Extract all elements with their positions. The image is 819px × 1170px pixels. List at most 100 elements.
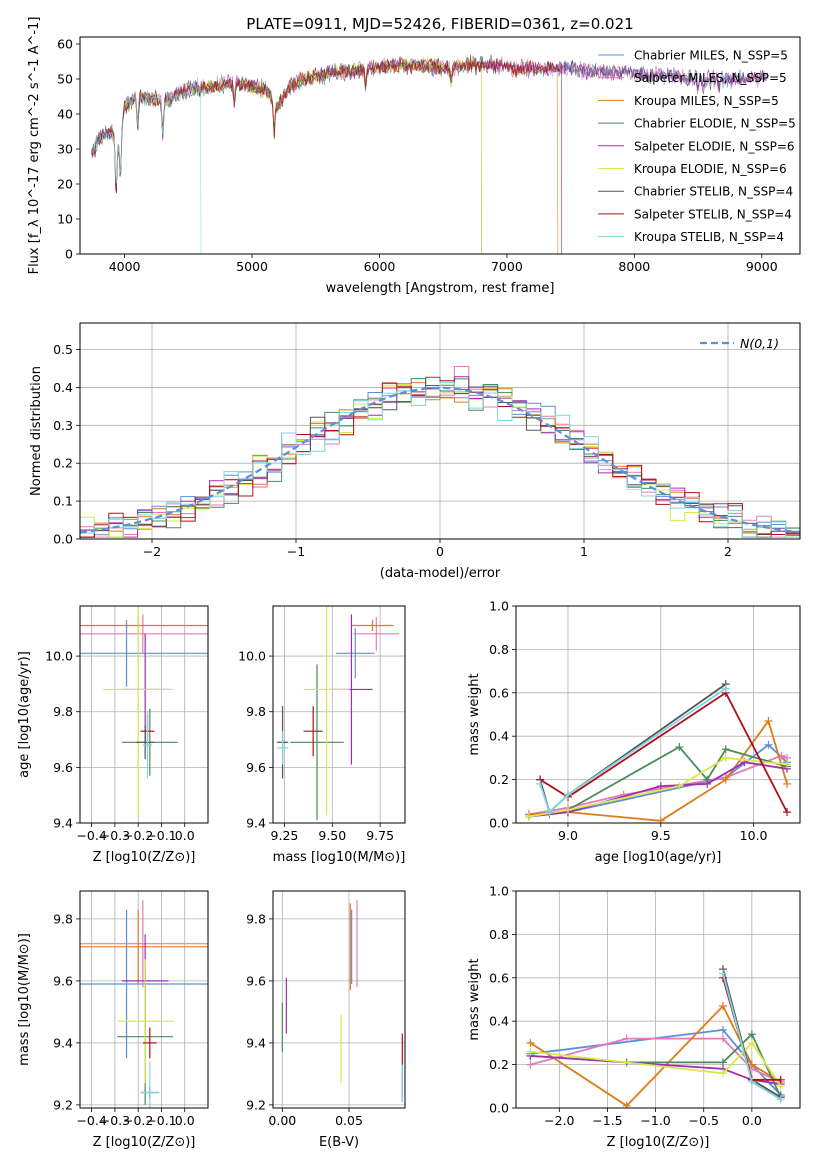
weight-marker: [747, 1077, 756, 1086]
x-tick-label: 4000: [109, 259, 141, 274]
weight-series-line: [539, 687, 727, 814]
weight-marker: [718, 1034, 727, 1043]
figure-title: PLATE=0911, MJD=52426, FIBERID=0361, z=0…: [246, 15, 633, 33]
x-tick-label: 9.50: [318, 828, 346, 843]
x-tick-label: 6000: [364, 259, 396, 274]
weight-marker: [563, 790, 572, 799]
x-tick-label: 0.0: [742, 1113, 762, 1128]
weight-marker: [675, 782, 684, 791]
y-axis-label: age [log10(age/yr)]: [17, 651, 32, 778]
x-axis-label: mass [log10(M/M⊙)]: [273, 850, 406, 865]
weight-marker: [526, 1060, 535, 1069]
axes-frame: [272, 890, 406, 1109]
weight-marker: [545, 808, 554, 817]
axes-frame: [79, 890, 209, 1109]
weight-marker: [764, 717, 773, 726]
y-tick-label: 0: [65, 247, 73, 262]
weight-marker: [718, 969, 727, 978]
weight-marker: [747, 1038, 756, 1047]
legend-label: Salpeter ELODIE, N_SSP=6: [634, 139, 795, 153]
weight-marker: [776, 1075, 785, 1084]
x-tick-label: 9.75: [366, 828, 394, 843]
errorbar-group: [276, 606, 400, 821]
y-tick-label: 0.4: [53, 380, 73, 395]
x-tick-label: 2: [724, 544, 732, 559]
legend-label: Salpeter MILES, N_SSP=5: [634, 71, 787, 85]
y-tick-label: 9.6: [246, 973, 266, 988]
x-tick-label: 0.0: [175, 1113, 195, 1128]
x-tick-label: 9.0: [558, 828, 578, 843]
spectrum-series-line: [91, 55, 559, 254]
weight-vs-age-panel: 9.0 9.5 10.0 0.0 0.2 0.4 0.6 0.8 1.0 age [log10(a…: [467, 599, 801, 865]
y-tick-label: 10.0: [45, 649, 73, 664]
weight-marker: [747, 1060, 756, 1069]
x-tick-label: −0.4: [76, 1113, 106, 1128]
x-tick-label: 10.0: [740, 828, 768, 843]
axes-frame: [79, 322, 801, 540]
x-tick-label: −0.3: [100, 828, 130, 843]
x-tick-label: 8000: [618, 259, 650, 274]
x-tick-label: 0: [436, 544, 444, 559]
axes-frame: [79, 36, 801, 255]
errorbar-group: [80, 606, 208, 815]
residuals-panel: −2 −1 0 1 2 0.0 0.1 0.2 0.3 0.4 0.5 (data-model)/er…: [29, 322, 801, 581]
weight-marker: [622, 1034, 631, 1043]
weight-marker: [721, 775, 730, 784]
y-tick-label: 0.4: [489, 729, 509, 744]
y-tick-label: 9.8: [246, 911, 266, 926]
y-tick-label: 9.8: [53, 911, 73, 926]
y-axis-label: mass weight: [467, 958, 482, 1040]
weight-marker: [721, 745, 730, 754]
weight-marker: [721, 753, 730, 762]
legend-label: N(0,1): [740, 336, 779, 351]
errorbar-group: [281, 900, 403, 1102]
mass-vs-Z-panel: −0.4−0.3−0.2−0.10.0 9.2 9.4 9.6 9.8 Z [log10(…: [17, 890, 209, 1150]
weight-marker: [524, 812, 533, 821]
y-tick-label: 9.4: [53, 1035, 73, 1050]
weight-series-line: [528, 761, 788, 818]
x-tick-label: 0.00: [268, 1113, 296, 1128]
weight-marker: [526, 1038, 535, 1047]
weight-lines: [526, 965, 785, 1108]
y-tick-label: 50: [57, 72, 73, 87]
y-tick-label: 9.2: [53, 1097, 73, 1112]
spectrum-series-line: [91, 76, 202, 254]
y-tick-label: 0.2: [489, 1057, 509, 1072]
x-axis-label: age [log10(age/yr)]: [595, 850, 722, 865]
axes-frame: [515, 605, 801, 824]
x-axis-label: Z [log10(Z/Z⊙)]: [93, 1135, 196, 1150]
weight-marker: [783, 808, 792, 817]
legend-label: Kroupa STELIB, N_SSP=4: [634, 230, 784, 244]
x-tick-label: 0.0: [175, 828, 195, 843]
x-tick-label: −0.2: [123, 1113, 153, 1128]
y-axis-label: Normed distribution: [29, 366, 44, 496]
y-tick-label: 0.6: [489, 970, 509, 985]
legend-label: Chabrier MILES, N_SSP=5: [634, 49, 788, 63]
y-tick-label: 30: [57, 142, 73, 157]
y-tick-label: 9.4: [246, 816, 266, 831]
spectrum-series-line: [91, 56, 482, 254]
y-tick-label: 1.0: [489, 599, 509, 614]
weight-marker: [783, 760, 792, 769]
y-tick-label: 40: [57, 107, 73, 122]
y-tick-label: 9.4: [53, 816, 73, 831]
age-vs-mass-panel: 9.25 9.50 9.75 9.4 9.6 9.8 10.0 mass [log10(M/M…: [238, 605, 406, 865]
mass-vs-ebv-panel: 0.00 0.05 9.2 9.4 9.6 9.8 E(B-V): [246, 890, 406, 1150]
x-tick-label: 9.25: [271, 828, 299, 843]
axes-frame: [515, 890, 801, 1109]
weight-marker: [721, 684, 730, 693]
x-axis-label: Z [log10(Z/Z⊙)]: [607, 1135, 710, 1150]
legend-label: Kroupa ELODIE, N_SSP=6: [634, 162, 787, 176]
y-tick-label: 9.2: [246, 1097, 266, 1112]
y-tick-label: 1.0: [489, 884, 509, 899]
axes-frame: [79, 605, 209, 824]
y-tick-label: 0.1: [53, 494, 73, 509]
weight-marker: [747, 1030, 756, 1039]
spectrum-lines: [91, 54, 768, 254]
weight-marker: [563, 805, 572, 814]
y-tick-label: 0.2: [53, 456, 73, 471]
weight-series-line: [530, 1041, 782, 1087]
y-tick-label: 10.0: [238, 649, 266, 664]
y-tick-label: 9.4: [246, 1035, 266, 1050]
histogram-step: [80, 381, 800, 538]
